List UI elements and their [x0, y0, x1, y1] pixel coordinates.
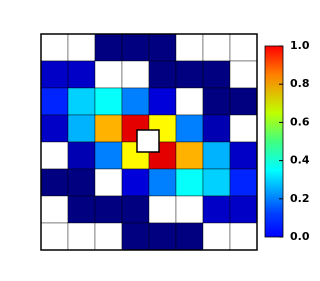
- empty-cell: [94, 168, 123, 197]
- colorbar-tick-label: 0.4: [290, 154, 310, 167]
- cell: [229, 195, 258, 224]
- empty-cell: [121, 60, 150, 89]
- empty-cell: [94, 60, 123, 89]
- colorbar-tick-label: 0.6: [290, 115, 310, 128]
- cell: [94, 114, 123, 143]
- empty-cell: [40, 141, 69, 170]
- cell: [67, 168, 96, 197]
- cell: [94, 87, 123, 116]
- empty-cell: [148, 195, 177, 224]
- cell: [67, 114, 96, 143]
- cell: [148, 60, 177, 89]
- cell: [40, 87, 69, 116]
- empty-cell: [229, 60, 258, 89]
- cell: [121, 87, 150, 116]
- cell: [67, 195, 96, 224]
- empty-cell: [40, 195, 69, 224]
- empty-cell: [229, 33, 258, 62]
- cell: [202, 168, 231, 197]
- cell: [175, 168, 204, 197]
- cell: [121, 222, 150, 251]
- cell: [202, 141, 231, 170]
- cell: [67, 60, 96, 89]
- empty-cell: [67, 33, 96, 62]
- empty-cell: [175, 87, 204, 116]
- cell: [202, 114, 231, 143]
- empty-cell: [40, 33, 69, 62]
- cell: [94, 33, 123, 62]
- cell: [40, 114, 69, 143]
- colorbar-tick-label: 1.0: [290, 39, 310, 52]
- cell: [40, 60, 69, 89]
- plot-frame: [40, 33, 258, 251]
- cell: [202, 60, 231, 89]
- cell: [67, 141, 96, 170]
- hole: [136, 129, 160, 153]
- cell: [229, 87, 258, 116]
- empty-cell: [175, 195, 204, 224]
- colorbar: [264, 45, 284, 238]
- cell: [229, 141, 258, 170]
- cell: [121, 195, 150, 224]
- colorbar-tick-label: 0.0: [290, 230, 310, 243]
- empty-cell: [175, 33, 204, 62]
- colorbar-axis: 0.0 0.2 0.4 0.6 0.8 1.0: [279, 39, 310, 243]
- cell: [121, 33, 150, 62]
- empty-cell: [229, 114, 258, 143]
- cell: [94, 141, 123, 170]
- cell: [148, 33, 177, 62]
- empty-cell: [94, 222, 123, 251]
- cell: [229, 168, 258, 197]
- cell: [175, 141, 204, 170]
- empty-cell: [229, 222, 258, 251]
- cell: [175, 114, 204, 143]
- empty-cell: [67, 222, 96, 251]
- cell: [148, 87, 177, 116]
- empty-cell: [40, 222, 69, 251]
- colorbar-tick-label: 0.2: [290, 192, 310, 205]
- cell: [148, 168, 177, 197]
- cell: [148, 222, 177, 251]
- cell: [67, 87, 96, 116]
- colorbar-tick-label: 0.8: [290, 77, 310, 90]
- empty-cell: [202, 33, 231, 62]
- cell: [121, 168, 150, 197]
- cell: [175, 222, 204, 251]
- empty-cell: [202, 222, 231, 251]
- cell: [202, 87, 231, 116]
- cell: [202, 195, 231, 224]
- cell: [175, 60, 204, 89]
- cell: [94, 195, 123, 224]
- cell: [40, 168, 69, 197]
